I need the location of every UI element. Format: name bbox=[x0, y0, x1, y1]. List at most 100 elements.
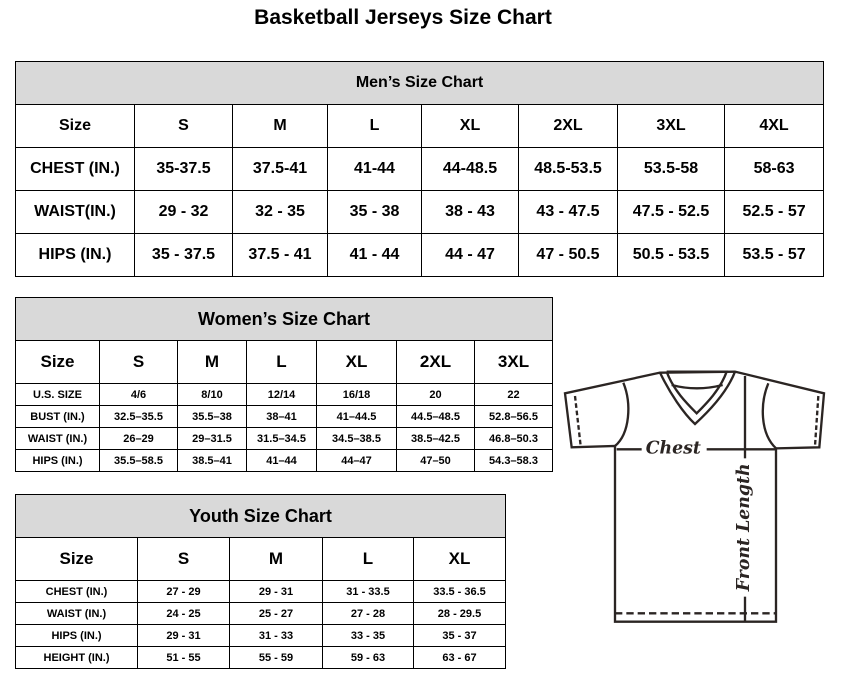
table-cell: 47.5 - 52.5 bbox=[617, 190, 725, 234]
table-cell: 35 - 38 bbox=[327, 190, 422, 234]
size-header-row: Size S M L XL bbox=[15, 537, 507, 581]
size-header-row: Size S M L XL 2XL 3XL 4XL bbox=[15, 104, 825, 148]
table-cell: 24 - 25 bbox=[137, 602, 230, 625]
table-cell: 38–41 bbox=[246, 405, 317, 428]
table-cell: 33.5 - 36.5 bbox=[412, 580, 507, 603]
row-label: Size bbox=[15, 340, 100, 384]
table-cell: S bbox=[137, 537, 230, 581]
table-cell: M bbox=[229, 537, 323, 581]
table-cell: 41–44.5 bbox=[316, 405, 397, 428]
table-row: HIPS (IN.) 29 - 31 31 - 33 33 - 35 35 - 37 bbox=[15, 624, 507, 647]
women-table-heading: Women’s Size Chart bbox=[14, 297, 554, 341]
table-row: WAIST (IN.) 26–29 29–31.5 31.5–34.5 34.5–38.… bbox=[15, 427, 554, 450]
table-cell: 53.5-58 bbox=[617, 147, 725, 191]
row-label: Size bbox=[15, 104, 135, 148]
table-cell: L bbox=[246, 340, 317, 384]
table-cell: 35.5–38 bbox=[177, 405, 247, 428]
jersey-measurement-diagram: Chest Front Length bbox=[563, 370, 826, 623]
table-row: HIPS (IN.) 35.5–58.5 38.5–41 41–44 44–47 47–5… bbox=[15, 449, 554, 472]
youth-table-heading: Youth Size Chart bbox=[14, 494, 507, 538]
table-cell: 48.5-53.5 bbox=[518, 147, 618, 191]
table-cell: 3XL bbox=[617, 104, 725, 148]
table-cell: 29 - 32 bbox=[134, 190, 233, 234]
table-cell: 12/14 bbox=[246, 383, 317, 406]
table-cell: 44 - 47 bbox=[421, 233, 519, 277]
table-cell: 41-44 bbox=[327, 147, 422, 191]
table-cell: L bbox=[322, 537, 414, 581]
row-label: U.S. SIZE bbox=[15, 383, 100, 406]
table-cell: 54.3–58.3 bbox=[473, 449, 554, 472]
row-label: HEIGHT (IN.) bbox=[15, 646, 138, 669]
table-row: BUST (IN.) 32.5–35.5 35.5–38 38–41 41–44.5 44… bbox=[15, 405, 554, 428]
row-label: Size bbox=[15, 537, 138, 581]
row-label: CHEST (IN.) bbox=[15, 147, 135, 191]
table-cell: 47 - 50.5 bbox=[518, 233, 618, 277]
table-row: HEIGHT (IN.) 51 - 55 55 - 59 59 - 63 63 - 67 bbox=[15, 646, 507, 669]
table-cell: 31 - 33.5 bbox=[322, 580, 414, 603]
table-cell: 38.5–41 bbox=[177, 449, 247, 472]
table-cell: 52.8–56.5 bbox=[473, 405, 554, 428]
table-cell: 58-63 bbox=[723, 147, 825, 191]
table-cell: 29 - 31 bbox=[229, 580, 323, 603]
row-label: CHEST (IN.) bbox=[15, 580, 138, 603]
table-cell: 20 bbox=[396, 383, 475, 406]
table-cell: 4/6 bbox=[99, 383, 178, 406]
table-row: CHEST (IN.) 35-37.5 37.5-41 41-44 44-48.5 48.… bbox=[15, 147, 825, 191]
table-cell: 2XL bbox=[396, 340, 475, 384]
men-table-heading: Men’s Size Chart bbox=[14, 61, 825, 105]
table-cell: 44–47 bbox=[316, 449, 397, 472]
table-cell: 50.5 - 53.5 bbox=[617, 233, 725, 277]
table-cell: 26–29 bbox=[99, 427, 178, 450]
table-row: WAIST (IN.) 24 - 25 25 - 27 27 - 28 28 - 29.… bbox=[15, 602, 507, 625]
table-row: WAIST(IN.) 29 - 32 32 - 35 35 - 38 38 - 43 43… bbox=[15, 190, 825, 234]
table-cell: 22 bbox=[473, 383, 554, 406]
table-row: U.S. SIZE 4/6 8/10 12/14 16/18 20 22 bbox=[15, 383, 554, 406]
table-cell: XL bbox=[316, 340, 397, 384]
table-cell: XL bbox=[421, 104, 519, 148]
table-cell: 44.5–48.5 bbox=[396, 405, 475, 428]
table-cell: 27 - 28 bbox=[322, 602, 414, 625]
row-label: WAIST(IN.) bbox=[15, 190, 135, 234]
row-label: WAIST (IN.) bbox=[15, 427, 100, 450]
page-title: Basketball Jerseys Size Chart bbox=[254, 6, 552, 29]
table-cell: 32.5–35.5 bbox=[99, 405, 178, 428]
table-cell: 53.5 - 57 bbox=[723, 233, 825, 277]
table-cell: 38.5–42.5 bbox=[396, 427, 475, 450]
table-cell: 55 - 59 bbox=[229, 646, 323, 669]
table-cell: 47–50 bbox=[396, 449, 475, 472]
table-cell: 16/18 bbox=[316, 383, 397, 406]
table-cell: 35 - 37 bbox=[412, 624, 507, 647]
mens-size-table: Men’s Size Chart Size S M L XL 2XL 3XL 4XL CHEST … bbox=[14, 61, 825, 277]
front-length-label: Front Length bbox=[734, 463, 754, 592]
table-cell: 28 - 29.5 bbox=[412, 602, 507, 625]
table-cell: S bbox=[134, 104, 233, 148]
table-cell: 37.5 - 41 bbox=[232, 233, 328, 277]
table-cell: XL bbox=[412, 537, 507, 581]
table-cell: 35.5–58.5 bbox=[99, 449, 178, 472]
table-cell: 41–44 bbox=[246, 449, 317, 472]
table-cell: 4XL bbox=[723, 104, 825, 148]
table-cell: 43 - 47.5 bbox=[518, 190, 618, 234]
table-cell: 31.5–34.5 bbox=[246, 427, 317, 450]
table-cell: 25 - 27 bbox=[229, 602, 323, 625]
table-row: CHEST (IN.) 27 - 29 29 - 31 31 - 33.5 33.5 -… bbox=[15, 580, 507, 603]
table-cell: 35-37.5 bbox=[134, 147, 233, 191]
size-header-row: Size S M L XL 2XL 3XL bbox=[15, 340, 554, 384]
row-label: HIPS (IN.) bbox=[15, 233, 135, 277]
table-cell: 41 - 44 bbox=[327, 233, 422, 277]
table-cell: M bbox=[232, 104, 328, 148]
table-cell: 63 - 67 bbox=[412, 646, 507, 669]
table-cell: 32 - 35 bbox=[232, 190, 328, 234]
table-cell: 31 - 33 bbox=[229, 624, 323, 647]
chest-label: Chest bbox=[646, 438, 701, 458]
table-cell: 33 - 35 bbox=[322, 624, 414, 647]
table-cell: 46.8–50.3 bbox=[473, 427, 554, 450]
row-label: HIPS (IN.) bbox=[15, 449, 100, 472]
table-cell: 38 - 43 bbox=[421, 190, 519, 234]
table-cell: 59 - 63 bbox=[322, 646, 414, 669]
table-cell: L bbox=[327, 104, 422, 148]
table-cell: 29–31.5 bbox=[177, 427, 247, 450]
table-cell: 34.5–38.5 bbox=[316, 427, 397, 450]
table-cell: 27 - 29 bbox=[137, 580, 230, 603]
table-cell: 37.5-41 bbox=[232, 147, 328, 191]
